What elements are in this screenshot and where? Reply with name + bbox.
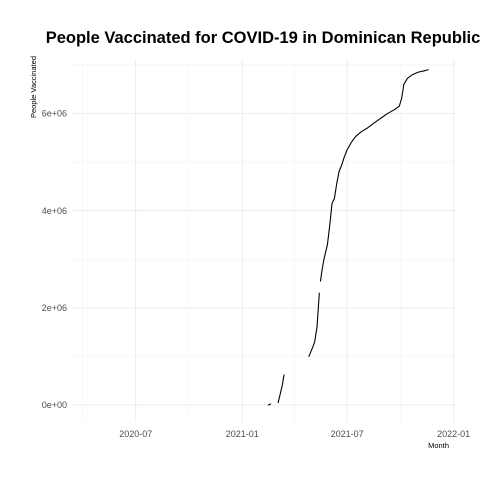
x-tick-label: 2020-07 [119, 429, 152, 439]
y-axis-title: People Vaccinated [29, 56, 38, 118]
grid-lines [72, 60, 456, 422]
x-tick-label: 2022-01 [437, 429, 470, 439]
chart-title: People Vaccinated for COVID-19 in Domini… [46, 29, 480, 47]
y-tick-label: 4e+06 [42, 206, 67, 216]
y-tick-label: 0e+00 [42, 400, 67, 410]
x-axis-title: Month [428, 441, 449, 450]
series-line-segment [277, 374, 285, 404]
series-line-segment [308, 292, 320, 357]
x-tick-label: 2021-07 [331, 429, 364, 439]
y-tick-label: 2e+06 [42, 303, 67, 313]
x-tick-label: 2021-01 [226, 429, 259, 439]
y-tick-label: 6e+06 [42, 109, 67, 119]
series-line-segment [267, 403, 272, 406]
x-axis-ticks: 2020-07 2021-01 2021-07 2022-01 [119, 429, 470, 439]
series-line-group [267, 69, 429, 406]
y-axis-ticks: 0e+00 2e+06 4e+06 6e+06 [42, 109, 67, 411]
series-line-segment [319, 69, 429, 282]
